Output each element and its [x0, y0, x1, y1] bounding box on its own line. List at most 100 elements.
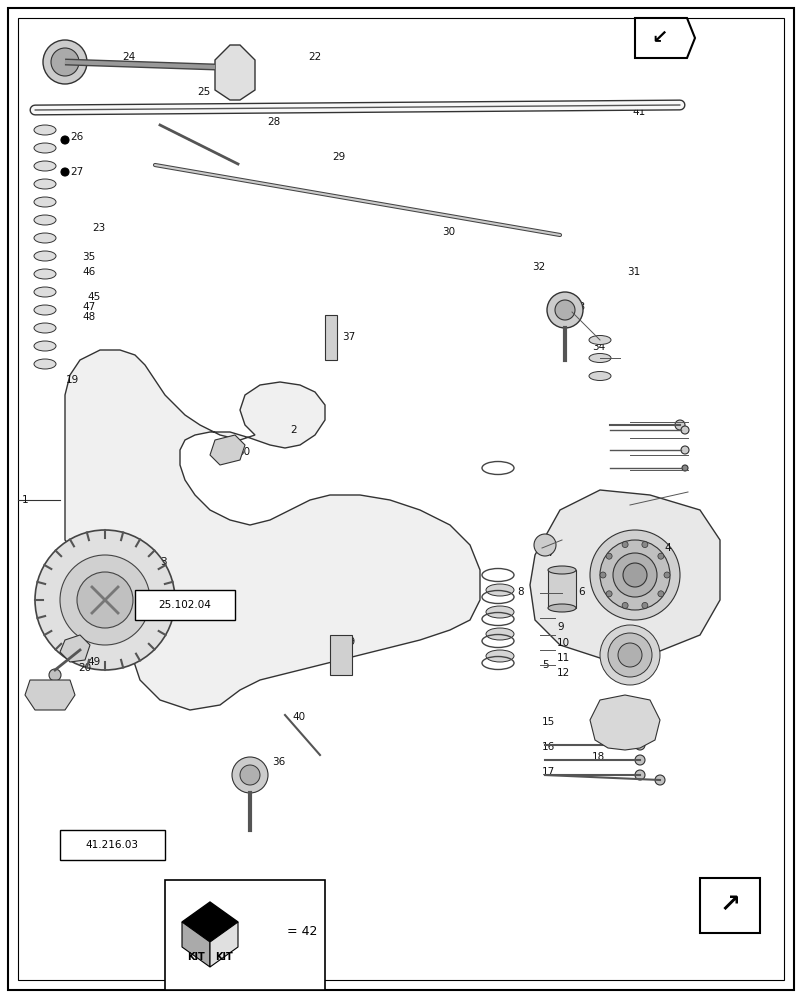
Bar — [329, 635, 352, 675]
Circle shape — [675, 420, 684, 430]
Ellipse shape — [485, 606, 513, 618]
Text: 28: 28 — [267, 117, 280, 127]
Text: 48: 48 — [82, 312, 95, 322]
Text: ↙: ↙ — [651, 29, 667, 48]
Circle shape — [681, 465, 687, 471]
Text: 6: 6 — [577, 587, 584, 597]
Text: 30: 30 — [442, 227, 454, 237]
Circle shape — [77, 572, 132, 628]
Ellipse shape — [548, 604, 575, 612]
Circle shape — [680, 446, 688, 454]
Ellipse shape — [589, 354, 610, 362]
Text: 41: 41 — [631, 107, 645, 117]
Circle shape — [232, 757, 267, 793]
Circle shape — [49, 669, 61, 681]
Polygon shape — [65, 350, 479, 710]
Ellipse shape — [34, 341, 56, 351]
Ellipse shape — [34, 161, 56, 171]
Text: 10: 10 — [556, 638, 569, 648]
Text: 23: 23 — [92, 223, 105, 233]
Ellipse shape — [485, 628, 513, 640]
Text: 15: 15 — [541, 717, 555, 727]
Text: 37: 37 — [341, 332, 355, 342]
Text: 47: 47 — [82, 302, 95, 312]
Polygon shape — [634, 18, 694, 58]
Circle shape — [240, 765, 259, 785]
Text: 39: 39 — [341, 637, 355, 647]
Circle shape — [622, 563, 646, 587]
Circle shape — [599, 540, 669, 610]
Circle shape — [641, 542, 647, 548]
Ellipse shape — [34, 179, 56, 189]
Circle shape — [275, 927, 284, 937]
Text: 49: 49 — [87, 657, 100, 667]
Text: 34: 34 — [591, 342, 605, 352]
Ellipse shape — [533, 534, 556, 556]
Circle shape — [634, 740, 644, 750]
Text: 31: 31 — [626, 267, 639, 277]
Ellipse shape — [34, 215, 56, 225]
Polygon shape — [529, 490, 719, 658]
Text: 50: 50 — [237, 447, 250, 457]
Circle shape — [599, 572, 605, 578]
Text: 24: 24 — [122, 52, 135, 62]
Text: 26: 26 — [70, 132, 84, 142]
Circle shape — [663, 572, 669, 578]
Ellipse shape — [589, 336, 610, 344]
Text: 16: 16 — [541, 742, 555, 752]
Polygon shape — [181, 902, 238, 942]
Text: 33: 33 — [571, 302, 585, 312]
Circle shape — [546, 292, 582, 328]
Text: 14: 14 — [619, 627, 633, 637]
Bar — [135, 590, 234, 620]
Text: KIT: KIT — [187, 952, 205, 962]
Ellipse shape — [485, 650, 513, 662]
Bar — [60, 830, 165, 860]
Text: 40: 40 — [291, 712, 305, 722]
Circle shape — [61, 168, 69, 176]
Text: 7: 7 — [546, 548, 553, 558]
Text: 41.216.03: 41.216.03 — [85, 840, 138, 850]
Circle shape — [60, 555, 150, 645]
Text: ↗: ↗ — [719, 893, 740, 917]
Text: 25: 25 — [197, 87, 210, 97]
Text: 45: 45 — [87, 292, 100, 302]
Circle shape — [554, 300, 574, 320]
Text: 3: 3 — [160, 557, 166, 567]
Polygon shape — [25, 680, 75, 710]
Polygon shape — [60, 635, 90, 662]
Polygon shape — [210, 922, 238, 967]
Polygon shape — [181, 922, 210, 967]
Ellipse shape — [34, 323, 56, 333]
Circle shape — [589, 530, 679, 620]
Ellipse shape — [34, 287, 56, 297]
Circle shape — [605, 553, 611, 559]
Text: 32: 32 — [532, 262, 544, 272]
Circle shape — [641, 602, 647, 608]
Text: 20: 20 — [78, 663, 91, 673]
Bar — [165, 880, 324, 990]
Ellipse shape — [34, 305, 56, 315]
Ellipse shape — [34, 197, 56, 207]
Ellipse shape — [34, 233, 56, 243]
Ellipse shape — [485, 584, 513, 596]
Circle shape — [622, 542, 627, 548]
Ellipse shape — [34, 251, 56, 261]
Circle shape — [61, 136, 69, 144]
Text: 29: 29 — [332, 152, 344, 162]
Polygon shape — [589, 695, 659, 750]
Circle shape — [622, 602, 627, 608]
Circle shape — [634, 755, 644, 765]
Text: 19: 19 — [66, 375, 79, 385]
Text: 18: 18 — [591, 752, 605, 762]
Text: 1: 1 — [22, 495, 29, 505]
Polygon shape — [214, 45, 255, 100]
Text: 25.102.04: 25.102.04 — [158, 600, 211, 610]
Text: 17: 17 — [541, 767, 555, 777]
Circle shape — [654, 775, 664, 785]
Text: 12: 12 — [556, 668, 569, 678]
Circle shape — [618, 643, 642, 667]
Bar — [699, 878, 759, 933]
Text: 4: 4 — [663, 543, 670, 553]
Text: 36: 36 — [271, 757, 285, 767]
